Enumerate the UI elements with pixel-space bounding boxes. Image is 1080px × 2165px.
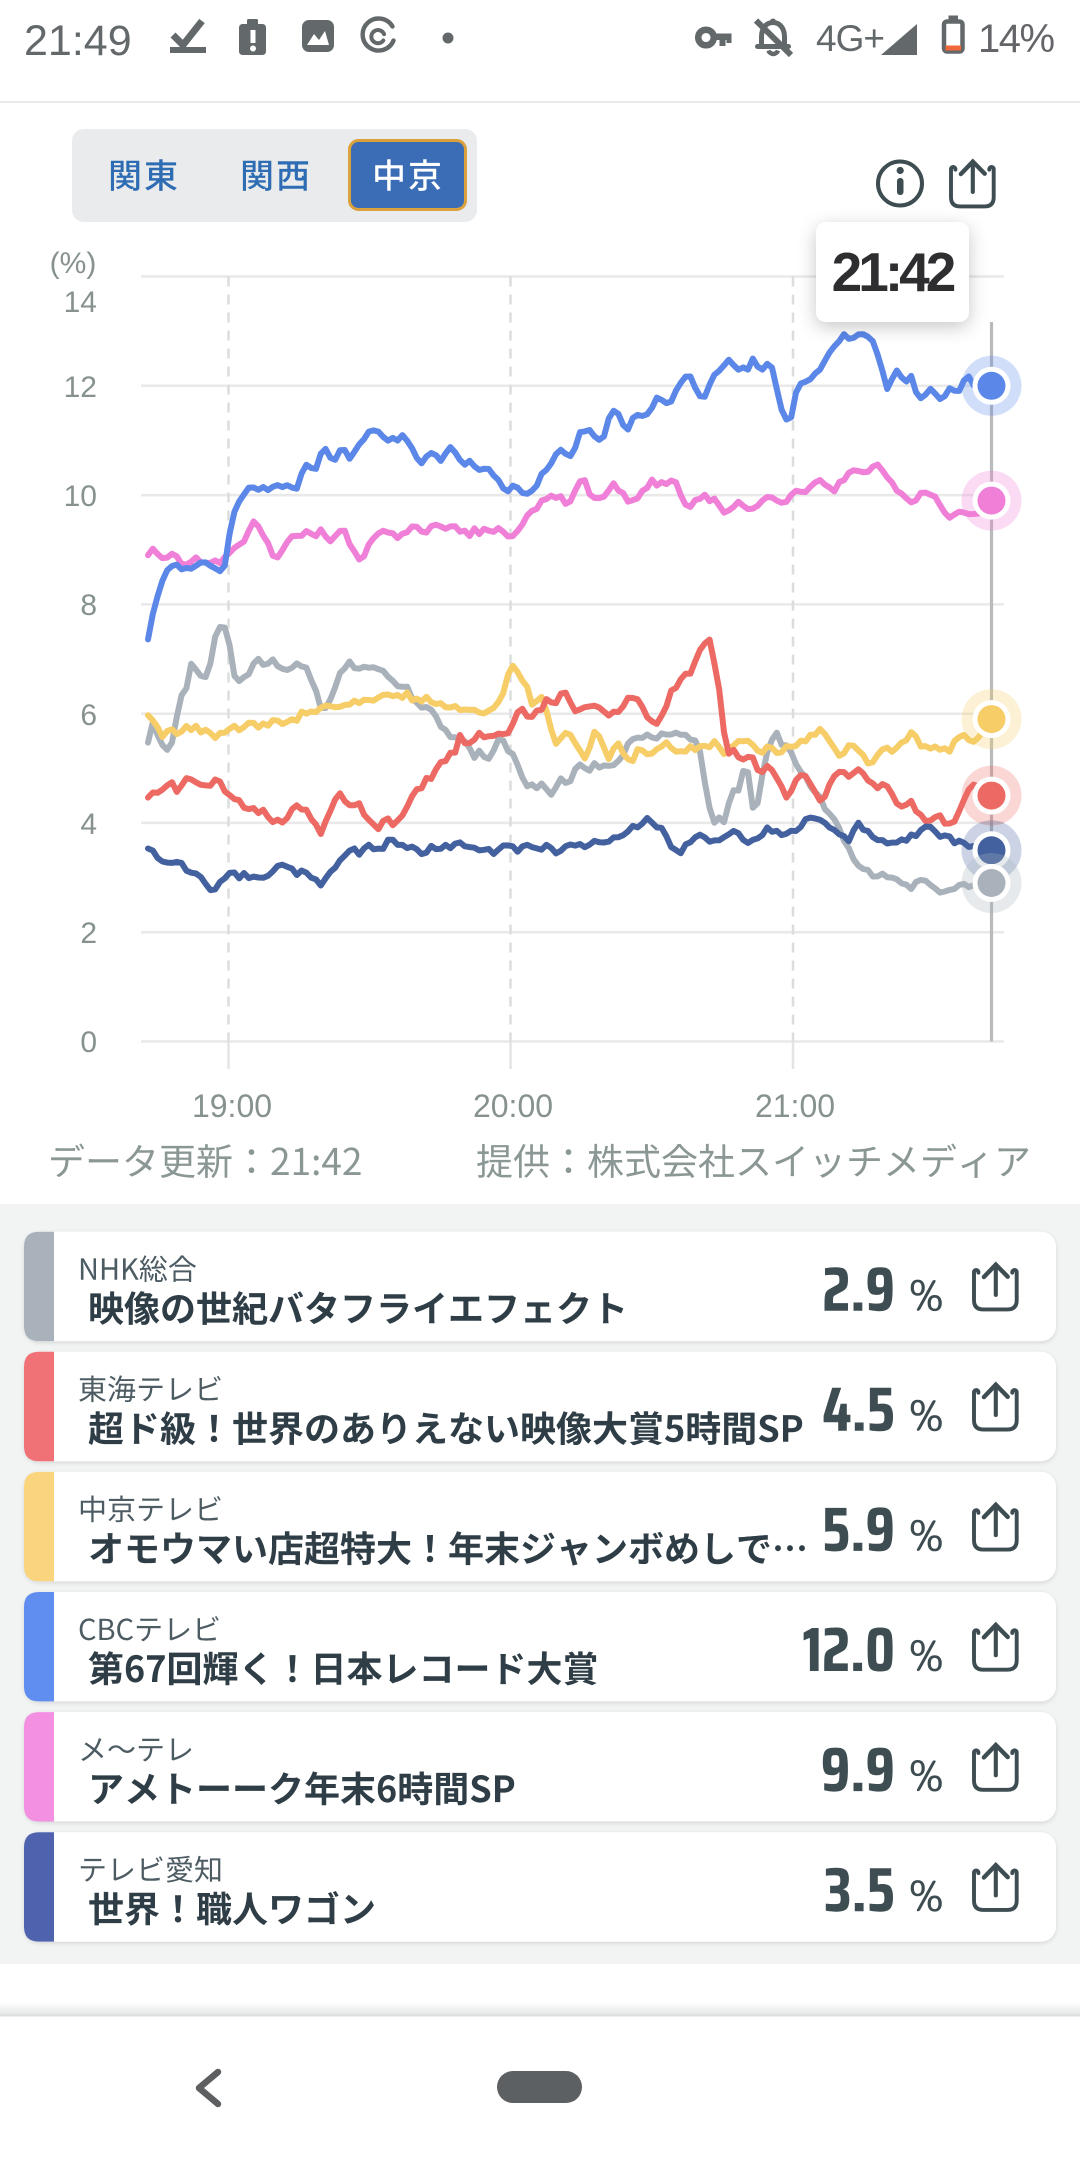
svg-text:4: 4: [80, 808, 97, 841]
svg-text:21:42: 21:42: [832, 241, 955, 303]
svg-text:21:49: 21:49: [24, 17, 132, 65]
svg-text:8: 8: [80, 589, 97, 622]
svg-text:21:00: 21:00: [755, 1088, 835, 1124]
svg-text:10: 10: [64, 480, 97, 513]
svg-text:6: 6: [80, 699, 97, 732]
svg-text:20:00: 20:00: [473, 1088, 553, 1124]
svg-text:12: 12: [64, 371, 97, 404]
svg-text:(%): (%): [50, 247, 97, 280]
svg-text:14%: 14%: [978, 17, 1054, 61]
svg-text:19:00: 19:00: [192, 1088, 272, 1124]
svg-text:14: 14: [64, 286, 97, 319]
svg-text:0: 0: [80, 1026, 97, 1059]
svg-text:4G+: 4G+: [816, 18, 884, 59]
svg-text:2: 2: [80, 917, 97, 950]
